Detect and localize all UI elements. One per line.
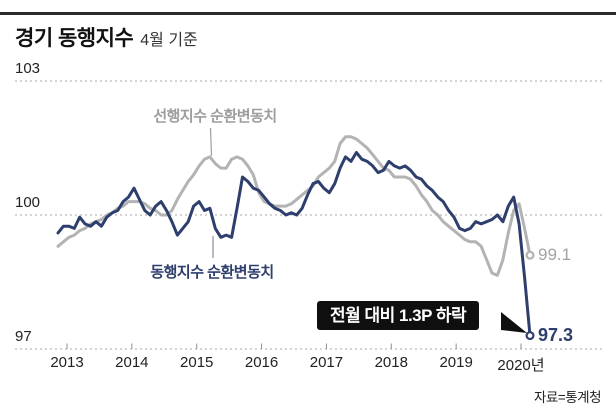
x-tick-label: 2015 — [180, 354, 214, 371]
coincident-end-value: 97.3 — [538, 324, 574, 345]
x-tick-label: 2013 — [50, 354, 84, 371]
chart-title: 경기 동행지수 — [15, 27, 134, 50]
top-border-rule — [0, 12, 616, 15]
chart-subtitle: 4월 기준 — [140, 32, 198, 49]
chart-header: 경기 동행지수 4월 기준 — [15, 22, 198, 52]
x-tick-label: 2014 — [115, 354, 149, 371]
y-tick-label: 103 — [15, 60, 41, 77]
x-tick-label: 2020년 — [497, 357, 545, 374]
coincident-index-line — [56, 151, 532, 338]
x-axis-ticks — [66, 343, 522, 349]
coincident-series-label: 동행지수 순환변동치 — [150, 264, 274, 281]
y-tick-label: 100 — [15, 194, 41, 211]
x-tick-label: 2017 — [309, 354, 344, 371]
annotation-pointer — [501, 312, 527, 333]
leading-end-value: 99.1 — [538, 245, 572, 265]
annotation-callout: 전월 대비 1.3P 하락 — [317, 301, 480, 330]
leading-index-line — [56, 135, 532, 277]
leading-series-label: 선행지수 순환변동치 — [153, 108, 277, 125]
coincident-endpoint-marker — [525, 331, 535, 341]
leading-label-leader-line — [209, 127, 213, 157]
x-tick-label: 2018 — [374, 354, 408, 371]
leading-endpoint-marker — [525, 250, 535, 260]
x-tick-label: 2016 — [244, 354, 279, 371]
x-tick-label: 2019 — [439, 354, 473, 371]
y-tick-label: 97 — [15, 328, 32, 345]
source-label: 자료=통계청 — [534, 390, 601, 405]
